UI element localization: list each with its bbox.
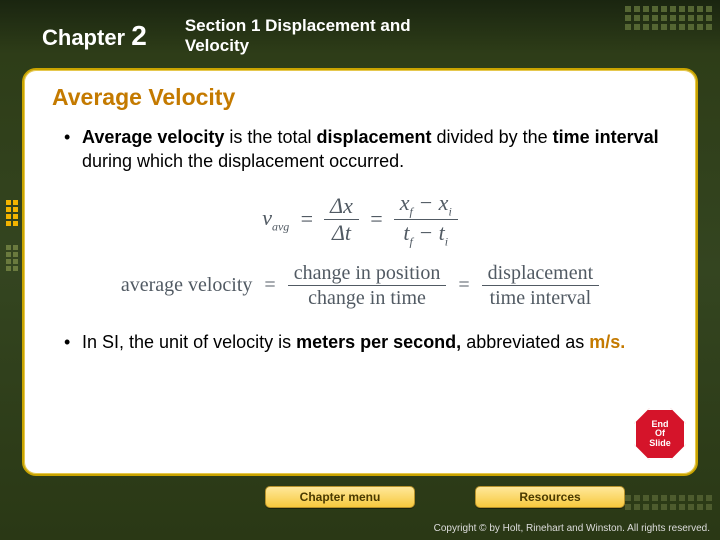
- section-title: Section 1 Displacement and Velocity: [147, 16, 411, 55]
- term-mps: meters per second,: [296, 332, 461, 352]
- bullet-units: In SI, the unit of velocity is meters pe…: [64, 330, 668, 354]
- section-line-1: Section 1 Displacement and: [185, 16, 411, 36]
- frac-expanded: xf − xi tf − ti: [394, 192, 458, 248]
- chapter-menu-button[interactable]: Chapter menu: [265, 486, 415, 508]
- text: In SI, the unit of velocity is: [82, 332, 296, 352]
- stop-sign-icon: End Of Slide: [634, 408, 686, 460]
- equation-block: vavg = Δx Δt = xf − xi tf − ti: [52, 192, 668, 309]
- text: is the total: [224, 127, 316, 147]
- chapter-word: Chapter: [42, 25, 125, 50]
- term-time-interval: time interval: [553, 127, 659, 147]
- section-line-2: Velocity: [185, 36, 411, 56]
- copyright-text: Copyright © by Holt, Rinehart and Winsto…: [0, 523, 710, 534]
- button-label: Resources: [519, 490, 580, 504]
- frac-words-2: displacement time interval: [482, 263, 600, 308]
- text: divided by the: [432, 127, 553, 147]
- chapter-label: Chapter 2: [0, 20, 147, 52]
- frac-delta: Δx Δt: [324, 195, 359, 244]
- bullet-definition: Average velocity is the total displaceme…: [64, 125, 668, 174]
- equals: =: [299, 206, 314, 232]
- lhs-words: average velocity: [121, 274, 253, 297]
- resources-button[interactable]: Resources: [475, 486, 625, 508]
- chapter-number: 2: [131, 20, 147, 51]
- button-label: Chapter menu: [300, 490, 381, 504]
- vavg: vavg: [262, 205, 289, 234]
- equation-words: average velocity = change in position ch…: [121, 263, 599, 308]
- equals: =: [369, 206, 384, 232]
- slide-background: Chapter 2 Section 1 Displacement and Vel…: [0, 0, 720, 540]
- slide-header: Chapter 2 Section 1 Displacement and Vel…: [0, 10, 720, 62]
- term-ms-abbrev: m/s.: [589, 332, 625, 352]
- text: abbreviated as: [461, 332, 589, 352]
- term-average-velocity: Average velocity: [82, 127, 224, 147]
- nav-button-row: Chapter menu Resources: [0, 486, 720, 508]
- frac-words-1: change in position change in time: [288, 263, 447, 308]
- text: during which the displacement occurred.: [82, 151, 404, 171]
- equation-symbolic: vavg = Δx Δt = xf − xi tf − ti: [262, 192, 458, 248]
- decor-dots-left-green: [6, 245, 18, 271]
- term-displacement: displacement: [316, 127, 431, 147]
- content-card: Average Velocity Average velocity is the…: [22, 68, 698, 476]
- topic-heading: Average Velocity: [52, 84, 668, 111]
- decor-dots-left-gold: [6, 200, 18, 226]
- end-of-slide-sign: End Of Slide: [634, 408, 686, 460]
